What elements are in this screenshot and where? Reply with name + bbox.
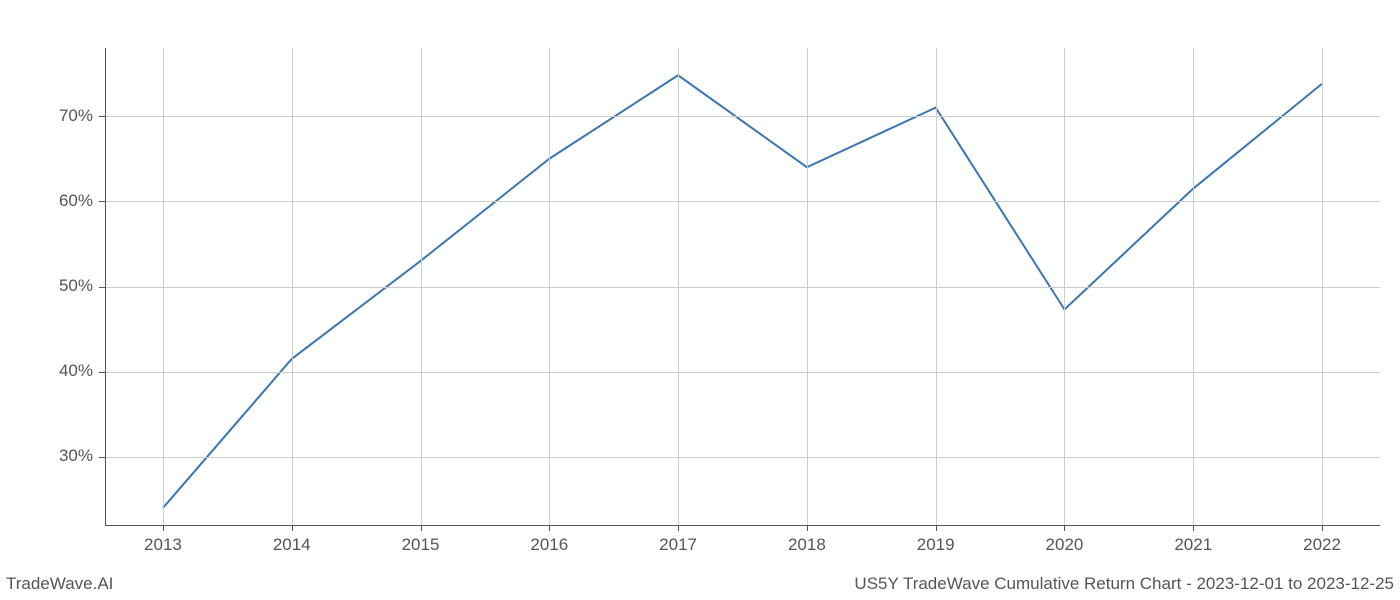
x-tick-label: 2018 (788, 535, 826, 555)
x-tick-label: 2016 (530, 535, 568, 555)
gridline-vertical (421, 48, 422, 525)
x-tick-label: 2021 (1174, 535, 1212, 555)
y-tick-label: 30% (59, 446, 93, 466)
y-tick-label: 50% (59, 276, 93, 296)
gridline-vertical (1193, 48, 1194, 525)
spine-left (105, 48, 106, 525)
footer-left-label: TradeWave.AI (6, 574, 113, 594)
x-tick-label: 2019 (917, 535, 955, 555)
gridline-horizontal (105, 457, 1380, 458)
gridline-vertical (549, 48, 550, 525)
gridline-vertical (936, 48, 937, 525)
x-tick-label: 2017 (659, 535, 697, 555)
x-tick-label: 2022 (1303, 535, 1341, 555)
x-tick-label: 2015 (402, 535, 440, 555)
y-tick-label: 40% (59, 361, 93, 381)
gridline-vertical (1322, 48, 1323, 525)
gridline-horizontal (105, 372, 1380, 373)
data-line (163, 75, 1322, 508)
chart-container: TradeWave.AI US5Y TradeWave Cumulative R… (0, 0, 1400, 600)
y-tick-label: 70% (59, 106, 93, 126)
y-tick-label: 60% (59, 191, 93, 211)
gridline-horizontal (105, 287, 1380, 288)
gridline-horizontal (105, 116, 1380, 117)
x-tick-label: 2020 (1046, 535, 1084, 555)
x-tick-label: 2013 (144, 535, 182, 555)
gridline-vertical (807, 48, 808, 525)
gridline-vertical (678, 48, 679, 525)
gridline-vertical (292, 48, 293, 525)
gridline-vertical (1064, 48, 1065, 525)
gridline-vertical (163, 48, 164, 525)
gridline-horizontal (105, 201, 1380, 202)
x-tick-label: 2014 (273, 535, 311, 555)
spine-bottom (105, 525, 1380, 526)
footer-right-label: US5Y TradeWave Cumulative Return Chart -… (854, 574, 1394, 594)
